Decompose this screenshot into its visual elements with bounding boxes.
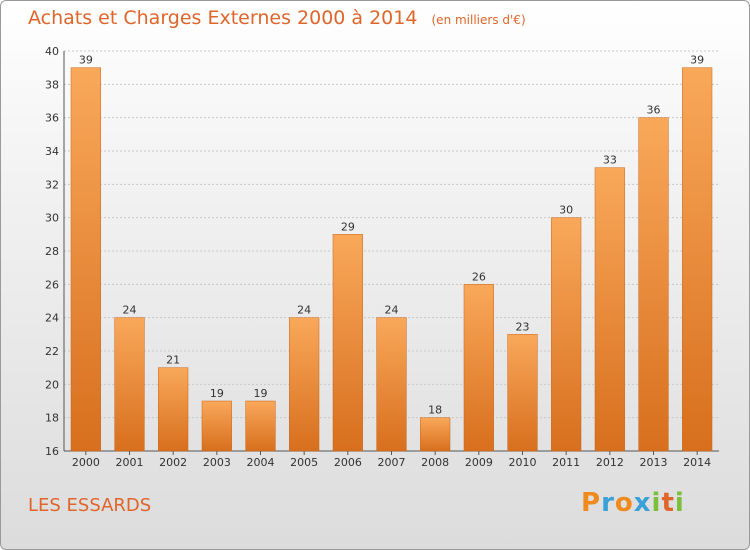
logo-letter: i (674, 488, 685, 518)
logo-letter: P (581, 488, 602, 518)
bar-value-label: 39 (79, 54, 93, 67)
x-tick-label: 2012 (596, 456, 624, 469)
y-tick-label: 34 (45, 145, 59, 158)
logo-letter: t (661, 488, 675, 518)
bar (463, 284, 494, 452)
x-tick-label: 2008 (421, 456, 449, 469)
bar (332, 234, 363, 452)
y-tick-label: 30 (45, 212, 59, 225)
y-tick-label: 16 (45, 445, 59, 458)
bar-value-label: 23 (516, 320, 530, 333)
bar-value-label: 39 (690, 54, 704, 67)
bar-value-label: 18 (428, 404, 442, 417)
y-tick-label: 38 (45, 78, 59, 91)
bar-value-label: 19 (254, 387, 268, 400)
bar (594, 167, 625, 452)
bar (376, 317, 407, 452)
bar-value-label: 24 (123, 304, 137, 317)
bar-value-label: 21 (166, 354, 180, 367)
x-tick-label: 2014 (683, 456, 711, 469)
value-labels: 39 24 21 19 19 24 29 24 18 26 23 30 33 36 39 (79, 54, 704, 417)
y-tick-label: 26 (45, 278, 59, 291)
x-tick-label: 2013 (640, 456, 668, 469)
logo-letter: i (651, 488, 662, 518)
x-tick-label: 2009 (465, 456, 493, 469)
logo-letter: x (633, 488, 652, 518)
proxiti-logo: Proxiti (581, 488, 685, 518)
x-tick-label: 2004 (247, 456, 275, 469)
bar-value-label: 24 (297, 304, 311, 317)
y-tick-label: 36 (45, 112, 59, 125)
y-tick-label: 28 (45, 245, 59, 258)
axes: 16 18 20 22 24 26 28 30 32 34 36 38 40 2000 2001 2002 20… (45, 45, 719, 469)
x-tick-label: 2011 (552, 456, 580, 469)
place-name: LES ESSARDS (28, 495, 152, 516)
bar-value-label: 36 (647, 104, 661, 117)
y-tick-label: 18 (45, 412, 59, 425)
bar (289, 317, 320, 452)
x-tick-label: 2001 (116, 456, 144, 469)
x-tick-label: 2003 (203, 456, 231, 469)
bar (507, 334, 538, 452)
bar (158, 367, 189, 452)
bar-value-label: 26 (472, 270, 486, 283)
bar-value-label: 33 (603, 154, 617, 167)
bar (638, 117, 669, 452)
x-tick-label: 2000 (72, 456, 100, 469)
bar (201, 400, 232, 452)
x-tick-label: 2007 (378, 456, 406, 469)
bar-value-label: 29 (341, 220, 355, 233)
x-tick-label: 2010 (509, 456, 537, 469)
bar-value-label: 19 (210, 387, 224, 400)
bar (420, 417, 451, 452)
x-tick-label: 2006 (334, 456, 362, 469)
y-tick-label: 24 (45, 312, 59, 325)
bar (70, 67, 101, 452)
bar (682, 67, 713, 452)
chart-title: Achats et Charges Externes 2000 à 2014 (28, 7, 418, 29)
logo-letter: r (601, 488, 615, 518)
x-tick-label: 2005 (290, 456, 318, 469)
y-tick-label: 20 (45, 378, 59, 391)
chart-subtitle: (en milliers d'€) (431, 13, 526, 27)
bar (114, 317, 145, 452)
chart-title-block: Achats et Charges Externes 2000 à 2014 (… (28, 7, 526, 29)
y-tick-label: 40 (45, 45, 59, 58)
bar-value-label: 30 (559, 204, 573, 217)
y-tick-label: 22 (45, 345, 59, 358)
bar (551, 217, 582, 452)
bars (70, 67, 713, 452)
x-tick-label: 2002 (159, 456, 187, 469)
bar (245, 400, 276, 452)
logo-letter: o (614, 488, 634, 518)
bar-value-label: 24 (385, 304, 399, 317)
y-tick-label: 32 (45, 178, 59, 191)
